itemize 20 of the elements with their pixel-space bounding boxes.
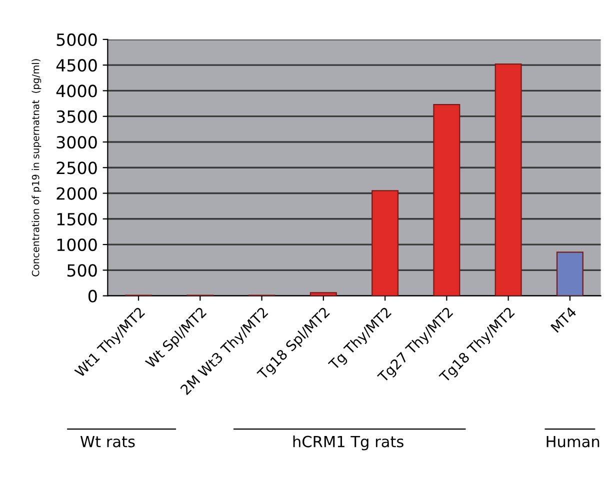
bar xyxy=(433,104,460,296)
bar xyxy=(310,292,337,296)
y-tick-label: 5000 xyxy=(56,33,97,46)
y-tick-label: 3500 xyxy=(56,110,97,123)
text: hCRM1 Tg rats xyxy=(293,436,404,450)
y-axis-title: Concentration of p19 in supernatnat (pg/ml) xyxy=(32,59,42,276)
y-tick-label: 1000 xyxy=(57,238,97,252)
bar xyxy=(372,190,399,296)
y-tick-label: 0 xyxy=(88,290,97,302)
text: Human xyxy=(546,436,600,448)
y-tick-label: 4500 xyxy=(56,59,97,72)
bar xyxy=(494,63,522,296)
y-tick-label: 500 xyxy=(67,264,97,277)
y-tick-label: 3000 xyxy=(56,136,97,149)
bar xyxy=(556,252,584,296)
y-tick-label: 1500 xyxy=(57,212,97,226)
text: Wt rats xyxy=(80,436,135,448)
y-tick-label: 4000 xyxy=(56,84,97,98)
y-tick-label: 2500 xyxy=(56,162,97,174)
y-tick-label: 2000 xyxy=(56,187,97,200)
